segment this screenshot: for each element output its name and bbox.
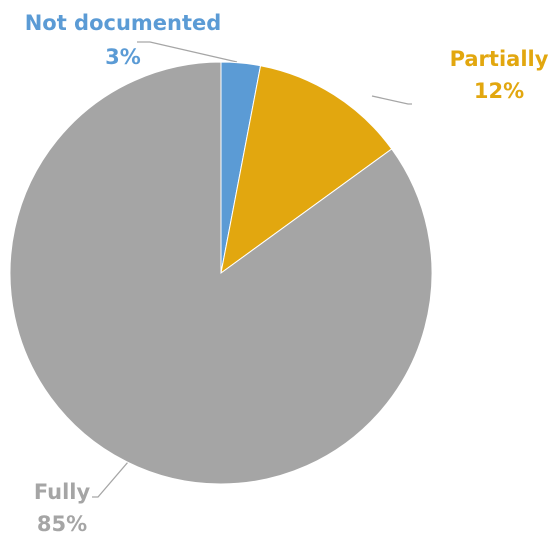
pie-slice bbox=[9, 61, 433, 485]
leader-line bbox=[92, 461, 129, 498]
leader-line bbox=[371, 95, 412, 105]
slice-label: Fully bbox=[34, 480, 91, 504]
slice-value-label: 85% bbox=[37, 512, 87, 536]
pie-slice bbox=[220, 65, 393, 275]
slice-value-label: 3% bbox=[105, 45, 141, 69]
slice-value-label: 12% bbox=[474, 79, 524, 103]
leader-line bbox=[137, 41, 238, 63]
slice-label: Not documented bbox=[25, 11, 222, 35]
slice-label: Partially bbox=[450, 47, 549, 71]
